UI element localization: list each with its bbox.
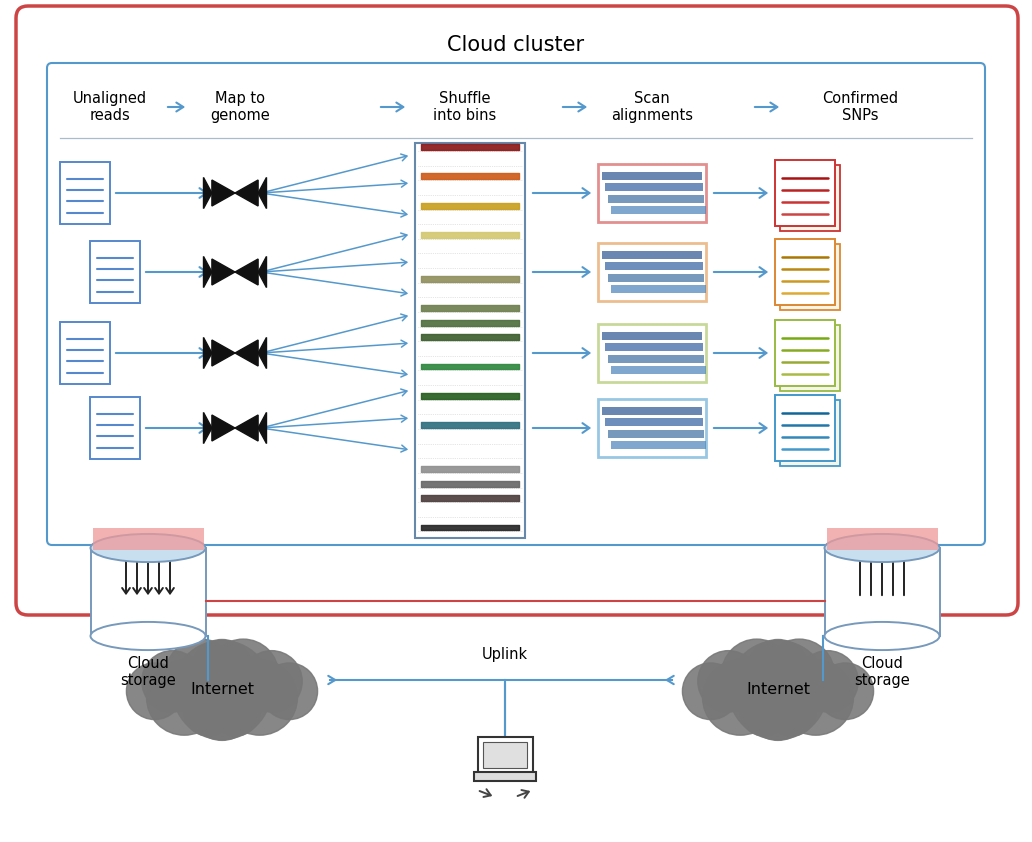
FancyBboxPatch shape <box>608 354 705 363</box>
Circle shape <box>729 641 828 739</box>
Text: Cloud
storage: Cloud storage <box>854 656 910 689</box>
Circle shape <box>769 689 815 736</box>
FancyBboxPatch shape <box>775 160 835 226</box>
Polygon shape <box>203 338 212 369</box>
FancyBboxPatch shape <box>483 742 527 768</box>
FancyBboxPatch shape <box>90 241 140 303</box>
Polygon shape <box>258 178 266 209</box>
Circle shape <box>747 639 809 701</box>
Ellipse shape <box>825 622 939 650</box>
Circle shape <box>240 651 302 712</box>
Polygon shape <box>212 415 235 441</box>
FancyBboxPatch shape <box>605 262 703 270</box>
Polygon shape <box>235 415 258 441</box>
FancyBboxPatch shape <box>775 395 835 461</box>
Circle shape <box>721 639 793 710</box>
Text: Cloud cluster: Cloud cluster <box>448 35 584 55</box>
FancyBboxPatch shape <box>827 528 937 550</box>
Ellipse shape <box>91 534 205 562</box>
Circle shape <box>222 659 297 735</box>
Text: Map to
genome: Map to genome <box>211 91 270 123</box>
Circle shape <box>172 641 271 739</box>
FancyBboxPatch shape <box>602 172 702 179</box>
Text: Internet: Internet <box>190 683 254 697</box>
Polygon shape <box>235 259 258 285</box>
Ellipse shape <box>825 534 939 562</box>
Circle shape <box>191 639 253 701</box>
FancyBboxPatch shape <box>598 399 706 457</box>
FancyBboxPatch shape <box>17 6 1018 615</box>
FancyBboxPatch shape <box>602 251 702 258</box>
FancyBboxPatch shape <box>47 63 985 545</box>
FancyBboxPatch shape <box>611 206 706 215</box>
Text: Shuffle
into bins: Shuffle into bins <box>433 91 496 123</box>
FancyBboxPatch shape <box>775 320 835 386</box>
FancyBboxPatch shape <box>780 325 840 391</box>
Polygon shape <box>203 413 212 444</box>
Polygon shape <box>235 180 258 206</box>
FancyBboxPatch shape <box>60 322 110 384</box>
Text: Uplink: Uplink <box>482 647 528 663</box>
Circle shape <box>817 663 873 720</box>
Polygon shape <box>258 413 266 444</box>
FancyBboxPatch shape <box>478 737 533 774</box>
Circle shape <box>698 651 760 712</box>
FancyBboxPatch shape <box>598 164 706 222</box>
Circle shape <box>261 663 318 720</box>
FancyBboxPatch shape <box>605 344 703 351</box>
FancyBboxPatch shape <box>93 528 203 550</box>
Circle shape <box>745 674 811 740</box>
Circle shape <box>764 639 835 710</box>
Polygon shape <box>235 340 258 366</box>
FancyBboxPatch shape <box>598 324 706 382</box>
Circle shape <box>147 659 222 735</box>
Circle shape <box>185 689 231 736</box>
FancyBboxPatch shape <box>90 397 140 459</box>
Circle shape <box>740 689 787 736</box>
Circle shape <box>189 674 255 740</box>
Polygon shape <box>203 178 212 209</box>
Circle shape <box>213 689 260 736</box>
Text: Internet: Internet <box>746 683 810 697</box>
Circle shape <box>703 659 778 735</box>
FancyBboxPatch shape <box>602 407 702 414</box>
FancyBboxPatch shape <box>605 418 703 426</box>
FancyBboxPatch shape <box>598 243 706 301</box>
FancyBboxPatch shape <box>60 162 110 224</box>
Polygon shape <box>258 257 266 288</box>
Circle shape <box>127 663 183 720</box>
Text: Confirmed
SNPs: Confirmed SNPs <box>821 91 898 123</box>
FancyBboxPatch shape <box>415 143 525 538</box>
FancyBboxPatch shape <box>474 772 536 781</box>
Polygon shape <box>212 259 235 285</box>
FancyBboxPatch shape <box>602 332 702 339</box>
Ellipse shape <box>91 622 205 650</box>
Circle shape <box>797 651 859 712</box>
Polygon shape <box>203 257 212 288</box>
Polygon shape <box>212 340 235 366</box>
FancyBboxPatch shape <box>780 244 840 310</box>
Text: Unaligned
reads: Unaligned reads <box>73 91 148 123</box>
FancyBboxPatch shape <box>611 441 706 450</box>
FancyBboxPatch shape <box>611 285 706 294</box>
FancyBboxPatch shape <box>775 239 835 305</box>
Polygon shape <box>258 338 266 369</box>
Polygon shape <box>212 180 235 206</box>
FancyBboxPatch shape <box>611 366 706 375</box>
Circle shape <box>682 663 739 720</box>
FancyBboxPatch shape <box>780 165 840 231</box>
FancyBboxPatch shape <box>608 274 705 282</box>
FancyBboxPatch shape <box>608 195 705 203</box>
FancyBboxPatch shape <box>825 548 939 636</box>
Circle shape <box>141 651 203 712</box>
Text: Cloud
storage: Cloud storage <box>120 656 175 689</box>
FancyBboxPatch shape <box>605 184 703 191</box>
Circle shape <box>165 639 236 710</box>
FancyBboxPatch shape <box>780 400 840 466</box>
FancyBboxPatch shape <box>608 429 705 438</box>
FancyBboxPatch shape <box>91 548 205 636</box>
Circle shape <box>778 659 853 735</box>
Text: Scan
alignments: Scan alignments <box>611 91 694 123</box>
Circle shape <box>207 639 279 710</box>
